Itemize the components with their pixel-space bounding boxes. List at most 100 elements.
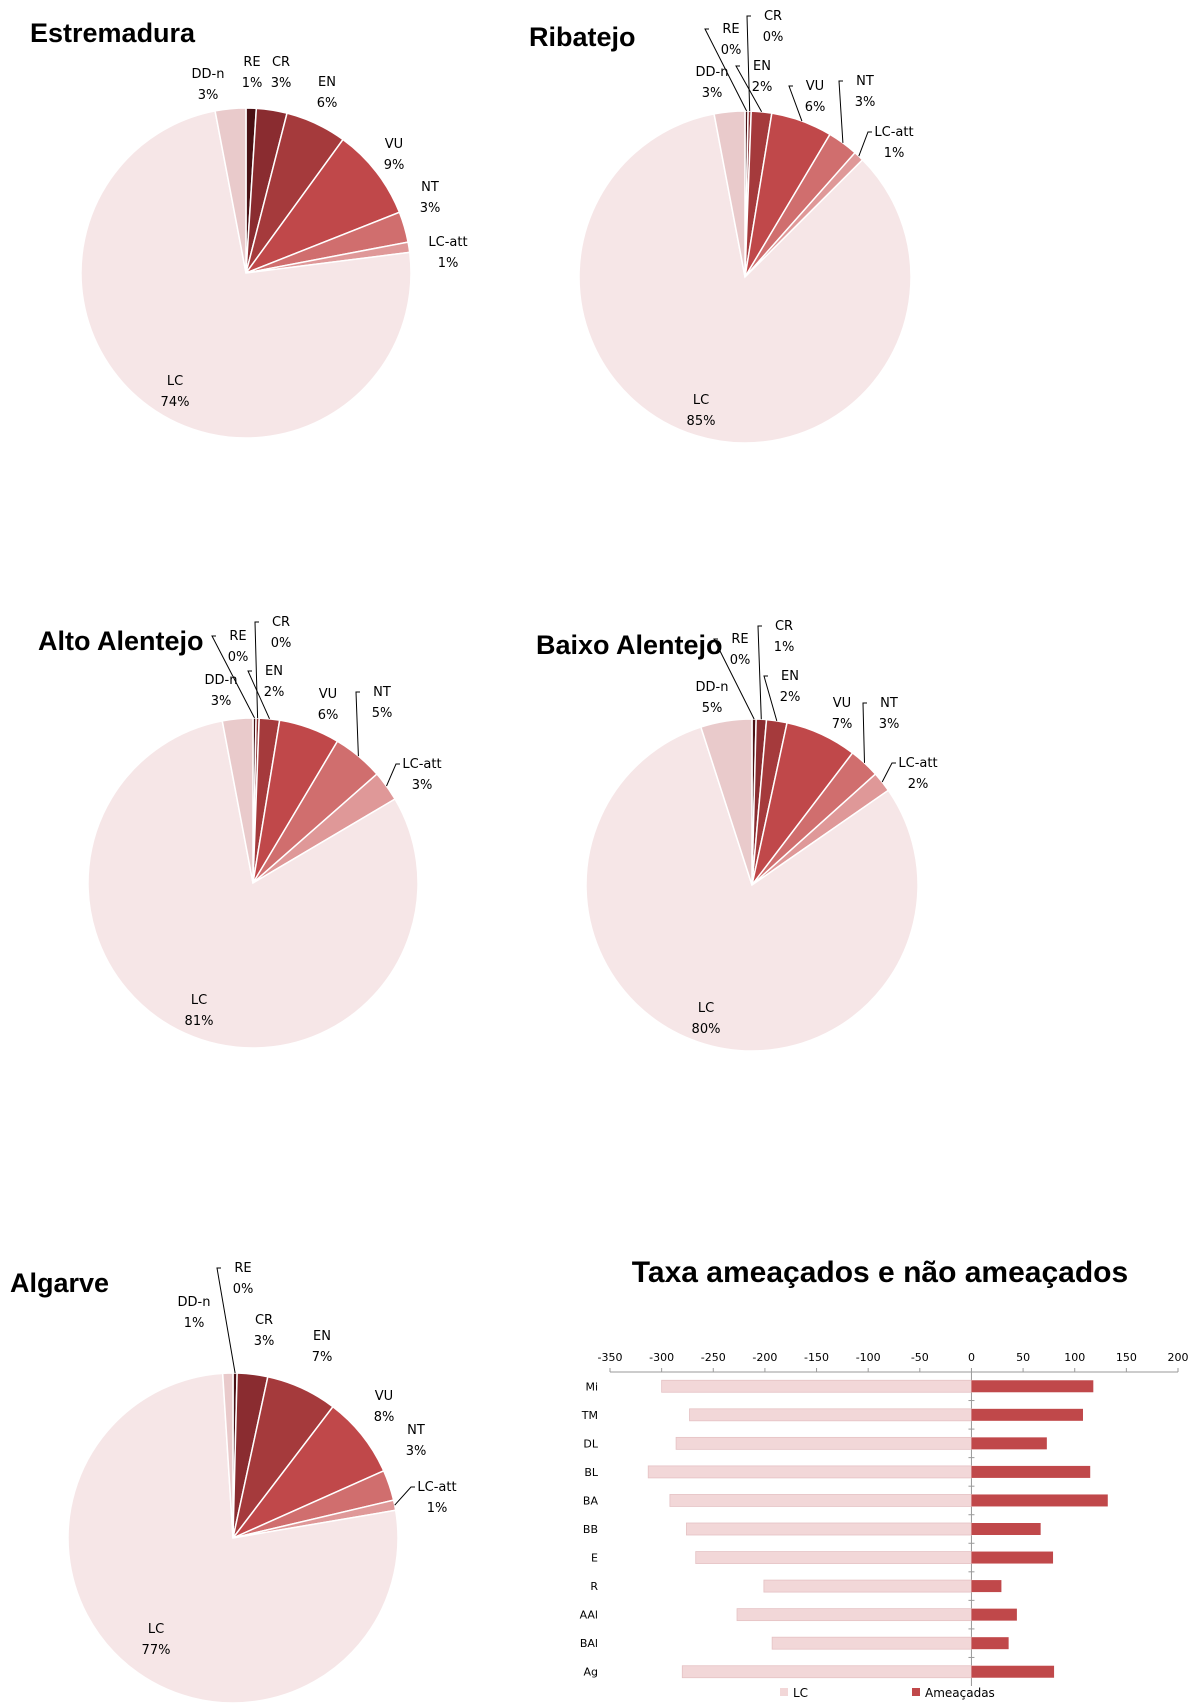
slice-label-vu: VU <box>375 1389 393 1404</box>
slice-label-re: RE <box>731 632 748 647</box>
chart-title: Ribatejo <box>529 22 636 52</box>
category-label: AAl <box>580 1609 598 1622</box>
slice-label-cr: CR <box>775 619 793 634</box>
bar-amea-adas-aal <box>971 1608 1017 1621</box>
slice-value-dd-n: 3% <box>702 86 723 101</box>
slice-label-en: EN <box>753 59 771 74</box>
slice-value-vu: 6% <box>318 708 339 723</box>
slice-value-cr: 0% <box>271 636 292 651</box>
slice-label-dd-n: DD-n <box>696 65 729 80</box>
slice-label-lc-att: LC-att <box>874 125 913 140</box>
slice-label-en: EN <box>265 664 283 679</box>
slice-value-vu: 7% <box>832 717 853 732</box>
slice-label-lc-att: LC-att <box>402 757 441 772</box>
leader-line-re <box>211 635 255 719</box>
slice-value-vu: 6% <box>805 100 826 115</box>
slice-label-vu: VU <box>385 137 403 152</box>
pie-chart-estremadura: Estremadura RE 1% CR 3% EN 6% VU 9% NT 3% LC-att 1% L… <box>30 18 468 439</box>
leader-line-re <box>216 1267 236 1374</box>
slice-label-dd-n: DD-n <box>192 67 225 82</box>
chart-title: Baixo Alentejo <box>536 630 723 660</box>
slice-value-lc-att: 1% <box>438 256 459 271</box>
bar-lc-aal <box>736 1608 972 1622</box>
x-tick-label: -100 <box>856 1351 881 1364</box>
bar-amea-adas-tm <box>971 1408 1083 1421</box>
slice-label-vu: VU <box>806 79 824 94</box>
slice-label-dd-n: DD-n <box>178 1295 211 1310</box>
pie-slice-dd-n <box>221 1372 234 1539</box>
leader-line-vu <box>788 85 803 122</box>
x-tick-label: -250 <box>701 1351 726 1364</box>
slice-value-lc-att: 3% <box>412 778 433 793</box>
slice-value-re: 0% <box>233 1282 254 1297</box>
slice-value-re: 0% <box>721 43 742 58</box>
slice-value-vu: 8% <box>374 1410 395 1425</box>
leader-line-lc-att <box>386 763 400 787</box>
category-label: Ag <box>583 1666 598 1679</box>
slice-value-en: 2% <box>264 685 285 700</box>
slice-label-nt: NT <box>421 180 439 195</box>
category-label: TM <box>581 1409 598 1422</box>
x-tick-label: 50 <box>1016 1351 1030 1364</box>
slice-value-cr: 0% <box>763 30 784 45</box>
slice-label-vu: VU <box>833 696 851 711</box>
slice-value-cr: 1% <box>774 640 795 655</box>
slice-label-nt: NT <box>856 74 874 89</box>
pie-slice-dd-n <box>699 718 753 886</box>
slice-label-lc: LC <box>167 374 183 389</box>
bar-lc-tm <box>689 1408 972 1422</box>
bar-amea-adas-mi <box>971 1380 1094 1393</box>
slice-label-cr: CR <box>272 615 290 630</box>
pie-slice-lc <box>67 1372 399 1704</box>
leader-line-cr <box>746 15 751 112</box>
slice-label-re: RE <box>229 629 246 644</box>
bar-amea-adas-bb <box>971 1523 1041 1535</box>
slice-value-lc-att: 1% <box>427 1501 448 1516</box>
slice-value-lc: 74% <box>161 395 190 410</box>
slice-label-lc-att: LC-att <box>898 756 937 771</box>
pie-slice-lc <box>80 110 412 439</box>
bar-lc-r <box>763 1579 972 1593</box>
slice-label-dd-n: DD-n <box>696 680 729 695</box>
slice-value-en: 7% <box>312 1350 333 1365</box>
slice-value-re: 0% <box>730 653 751 668</box>
slice-value-vu: 9% <box>384 158 405 173</box>
slice-value-lc: 77% <box>142 1643 171 1658</box>
slice-label-lc: LC <box>693 393 709 408</box>
slice-value-dd-n: 3% <box>211 694 232 709</box>
bar-lc-dl <box>675 1436 972 1450</box>
slice-label-cr: CR <box>764 9 782 24</box>
leader-line-re <box>704 28 748 112</box>
x-tick-label: 100 <box>1064 1351 1085 1364</box>
slice-label-lc: LC <box>698 1001 714 1016</box>
bar-lc-bl <box>647 1465 972 1479</box>
bar-amea-adas-r <box>971 1580 1002 1593</box>
slice-label-en: EN <box>781 669 799 684</box>
bar-amea-adas-dl <box>971 1437 1047 1450</box>
slice-value-nt: 5% <box>372 706 393 721</box>
slice-value-nt: 3% <box>420 201 441 216</box>
category-label: BB <box>583 1523 598 1536</box>
leader-line-cr <box>254 621 259 719</box>
slice-label-nt: NT <box>407 1423 425 1438</box>
slice-label-nt: NT <box>373 685 391 700</box>
bar-lc-bb <box>686 1522 972 1536</box>
slice-value-en: 2% <box>752 80 773 95</box>
pie-slice-dd-n <box>221 717 254 884</box>
pie-slice-vu <box>243 138 401 275</box>
category-label: BL <box>584 1466 599 1479</box>
slice-label-lc-att: LC-att <box>417 1480 456 1495</box>
x-tick-label: -150 <box>804 1351 829 1364</box>
pie-chart-baixo-alentejo: Baixo Alentejo RE 0% CR 1% EN 2% VU 7% NT 3% LC-att… <box>536 619 938 1052</box>
slice-value-cr: 3% <box>271 76 292 91</box>
bar-amea-adas-e <box>971 1551 1054 1564</box>
slice-label-lc-att: LC-att <box>428 235 467 250</box>
slice-value-re: 1% <box>242 76 263 91</box>
x-tick-label: -300 <box>649 1351 674 1364</box>
pie-slice-lc <box>578 113 912 444</box>
chart-title: Taxa ameaçados e não ameaçados <box>632 1256 1128 1289</box>
slice-label-re: RE <box>234 1261 251 1276</box>
bar-lc-mi <box>661 1379 972 1393</box>
leader-line-en <box>735 65 763 113</box>
